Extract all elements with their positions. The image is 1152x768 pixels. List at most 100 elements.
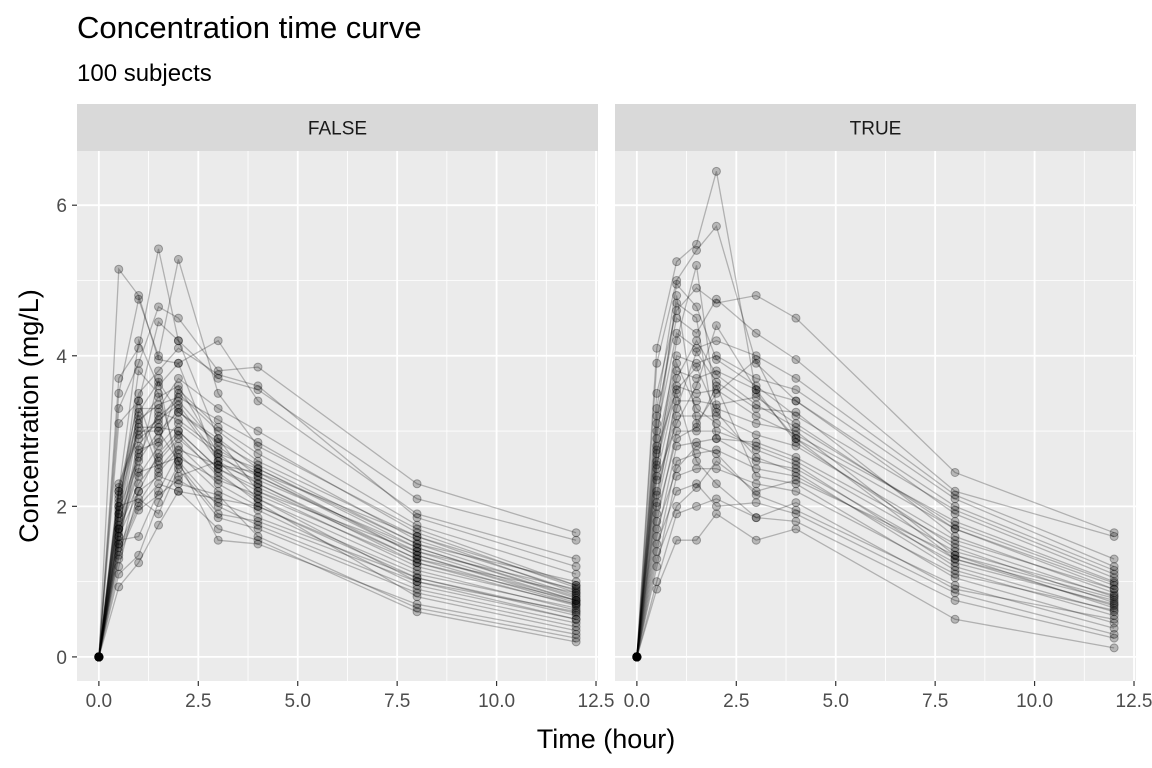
data-point bbox=[114, 509, 124, 519]
data-point bbox=[114, 520, 124, 530]
data-point bbox=[711, 464, 721, 474]
data-point bbox=[134, 486, 144, 496]
data-point bbox=[173, 419, 183, 429]
data-point bbox=[571, 595, 581, 605]
data-point bbox=[94, 652, 104, 662]
subject-line bbox=[98, 259, 577, 657]
data-point bbox=[1109, 599, 1119, 609]
data-point bbox=[791, 452, 801, 462]
x-tick-label: 5.0 bbox=[285, 691, 311, 712]
subject-line bbox=[98, 378, 577, 657]
data-point bbox=[632, 652, 642, 662]
data-point bbox=[692, 313, 702, 323]
data-point bbox=[154, 426, 164, 436]
data-point bbox=[950, 524, 960, 534]
data-point bbox=[672, 313, 682, 323]
data-point bbox=[114, 373, 124, 383]
subject-line bbox=[98, 377, 577, 657]
data-point bbox=[173, 449, 183, 459]
data-point bbox=[173, 430, 183, 440]
data-point bbox=[253, 483, 263, 493]
data-point bbox=[114, 403, 124, 413]
data-point bbox=[711, 456, 721, 466]
data-point bbox=[692, 411, 702, 421]
data-point bbox=[791, 426, 801, 436]
data-point bbox=[571, 605, 581, 615]
x-tick-label: 0.0 bbox=[86, 691, 112, 712]
data-point bbox=[94, 652, 104, 662]
chart-subtitle: 100 subjects bbox=[77, 60, 212, 87]
data-point bbox=[950, 520, 960, 530]
data-point bbox=[173, 426, 183, 436]
data-point bbox=[253, 520, 263, 530]
data-point bbox=[950, 554, 960, 564]
data-point bbox=[751, 452, 761, 462]
data-point bbox=[1109, 577, 1119, 587]
y-axis-title: Concentration (mg/L) bbox=[14, 289, 44, 543]
data-point bbox=[134, 452, 144, 462]
data-point bbox=[791, 355, 801, 365]
subject-line bbox=[636, 369, 1115, 657]
data-point bbox=[173, 336, 183, 346]
data-point bbox=[950, 467, 960, 477]
data-point bbox=[134, 358, 144, 368]
data-point bbox=[154, 486, 164, 496]
data-point bbox=[751, 385, 761, 395]
data-point bbox=[632, 652, 642, 662]
data-point bbox=[134, 434, 144, 444]
data-point bbox=[412, 528, 422, 538]
data-point bbox=[692, 283, 702, 293]
data-point bbox=[672, 358, 682, 368]
data-point bbox=[632, 652, 642, 662]
data-point bbox=[94, 652, 104, 662]
subject-line bbox=[636, 287, 1115, 657]
data-point bbox=[173, 471, 183, 481]
data-point bbox=[652, 509, 662, 519]
data-point bbox=[791, 516, 801, 526]
data-point bbox=[751, 471, 761, 481]
data-point bbox=[253, 539, 263, 549]
subject-line bbox=[636, 385, 1115, 657]
data-point bbox=[154, 520, 164, 530]
data-point bbox=[134, 558, 144, 568]
data-point bbox=[154, 317, 164, 327]
data-point bbox=[213, 460, 223, 470]
data-point bbox=[672, 434, 682, 444]
data-point bbox=[154, 392, 164, 402]
data-point bbox=[791, 313, 801, 323]
data-point bbox=[711, 419, 721, 429]
data-point bbox=[154, 366, 164, 376]
data-point bbox=[94, 652, 104, 662]
subject-line bbox=[98, 407, 577, 658]
data-point bbox=[94, 652, 104, 662]
data-point bbox=[571, 554, 581, 564]
data-point bbox=[950, 490, 960, 500]
data-point bbox=[571, 629, 581, 639]
x-tick-label: 10.0 bbox=[1016, 691, 1053, 712]
data-point bbox=[652, 460, 662, 470]
data-point bbox=[114, 505, 124, 515]
data-point bbox=[632, 652, 642, 662]
data-point bbox=[632, 652, 642, 662]
data-point bbox=[154, 381, 164, 391]
data-point bbox=[950, 550, 960, 560]
data-point bbox=[632, 652, 642, 662]
data-point bbox=[950, 558, 960, 568]
data-point bbox=[114, 547, 124, 557]
data-point bbox=[412, 513, 422, 523]
data-point bbox=[253, 471, 263, 481]
data-point bbox=[652, 388, 662, 398]
data-point bbox=[213, 434, 223, 444]
data-point bbox=[692, 464, 702, 474]
data-point bbox=[632, 652, 642, 662]
data-point bbox=[154, 302, 164, 312]
subject-line bbox=[98, 347, 577, 657]
data-point bbox=[711, 400, 721, 410]
data-point bbox=[1109, 584, 1119, 594]
data-point bbox=[114, 582, 124, 592]
data-point bbox=[672, 373, 682, 383]
data-point bbox=[134, 366, 144, 376]
subject-line bbox=[636, 332, 1115, 657]
data-point bbox=[571, 586, 581, 596]
